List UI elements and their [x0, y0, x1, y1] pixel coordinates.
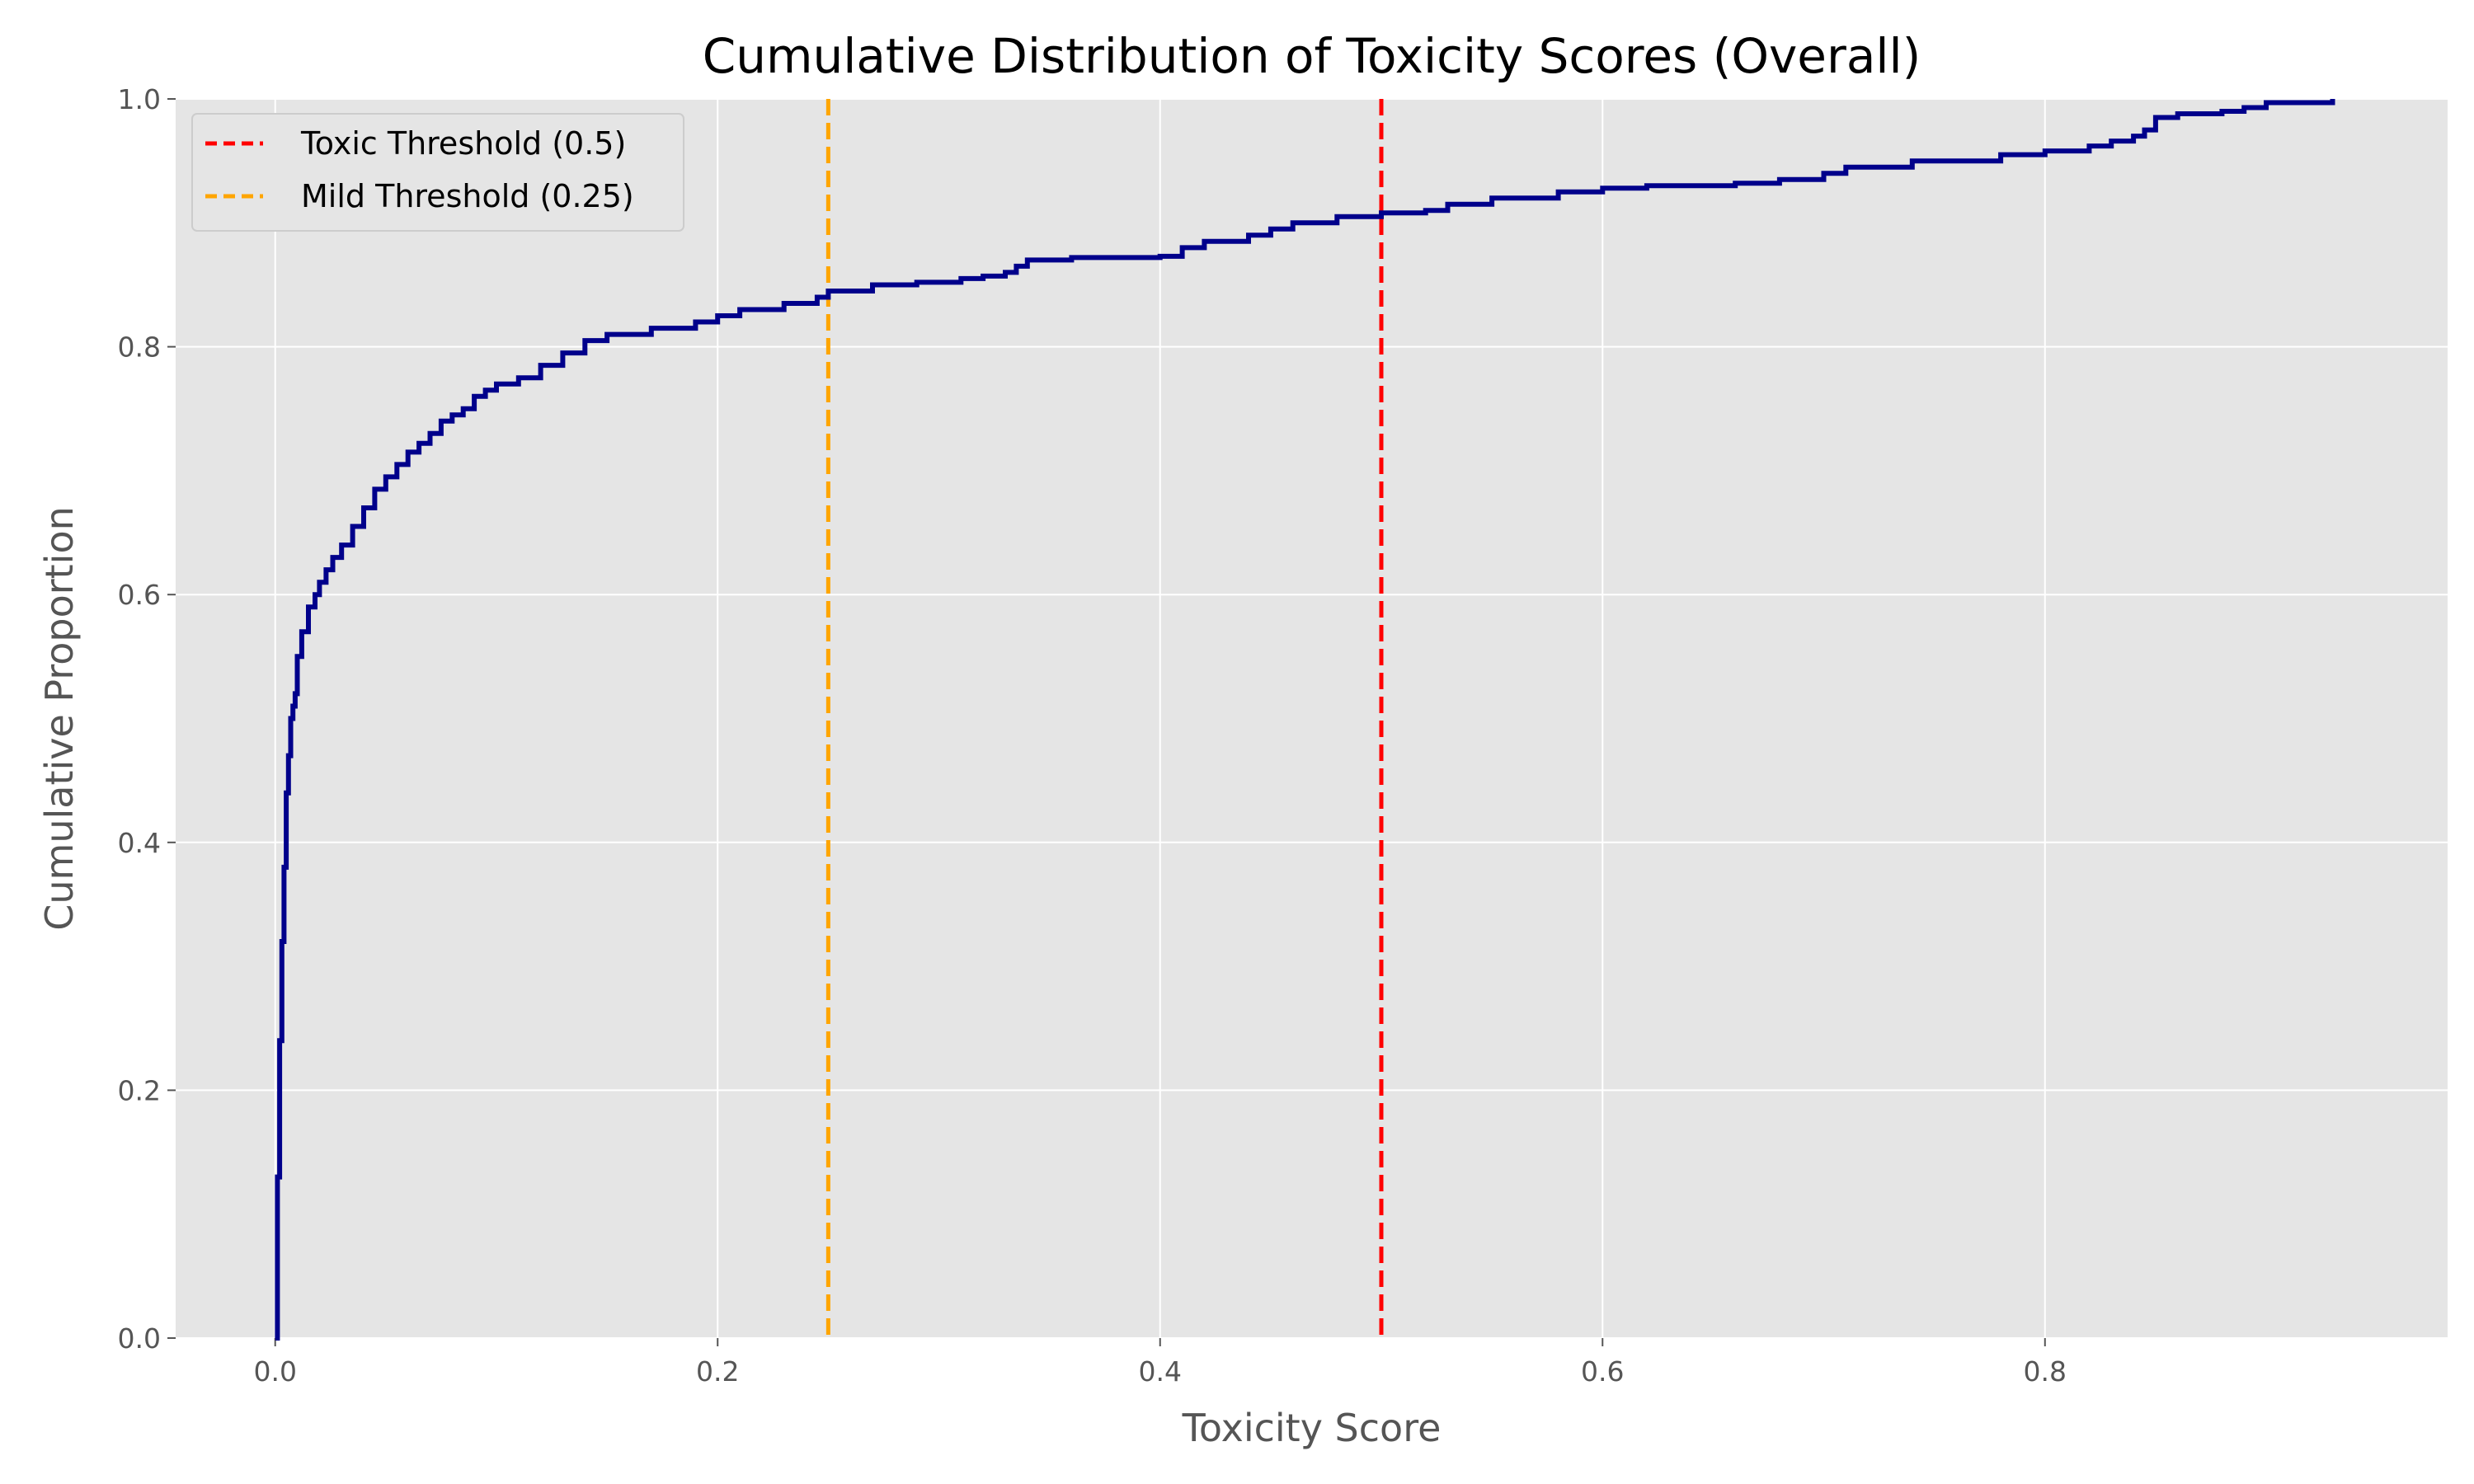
x-tick-label: 0.2	[696, 1355, 739, 1388]
y-tick-label: 0.6	[118, 579, 161, 611]
x-tick-label: 0.8	[2024, 1355, 2067, 1388]
legend-box	[191, 113, 684, 232]
y-tick-label: 0.2	[118, 1074, 161, 1106]
x-tick-label: 0.4	[1139, 1355, 1182, 1388]
y-tick-label: 0.8	[118, 331, 161, 364]
threshold-lines	[825, 99, 1384, 1338]
chart-title: Cumulative Distribution of Toxicity Scor…	[703, 28, 1921, 84]
cdf-line	[275, 99, 2335, 1341]
legend-label: Toxic Threshold (0.5)	[300, 125, 626, 162]
axes: 0.0 0.2 0.4 0.6 0.8 0.0 0.2 0.4 0.6 0.8 1.0	[118, 83, 2067, 1388]
grid	[176, 98, 2448, 1339]
x-tick-label: 0.6	[1581, 1355, 1624, 1388]
y-tick-label: 1.0	[118, 83, 161, 115]
legend-label: Mild Threshold (0.25)	[301, 178, 634, 214]
y-axis-title: Cumulative Proportion	[37, 506, 82, 931]
legend: Toxic Threshold (0.5) Mild Threshold (0.2…	[191, 113, 684, 232]
y-tick-label: 0.0	[118, 1322, 161, 1355]
series	[275, 99, 2335, 1341]
x-tick-label: 0.0	[253, 1355, 296, 1388]
plot-area	[176, 99, 2448, 1338]
y-tick-label: 0.4	[118, 827, 161, 859]
x-axis-title: Toxicity Score	[1182, 1406, 1442, 1450]
